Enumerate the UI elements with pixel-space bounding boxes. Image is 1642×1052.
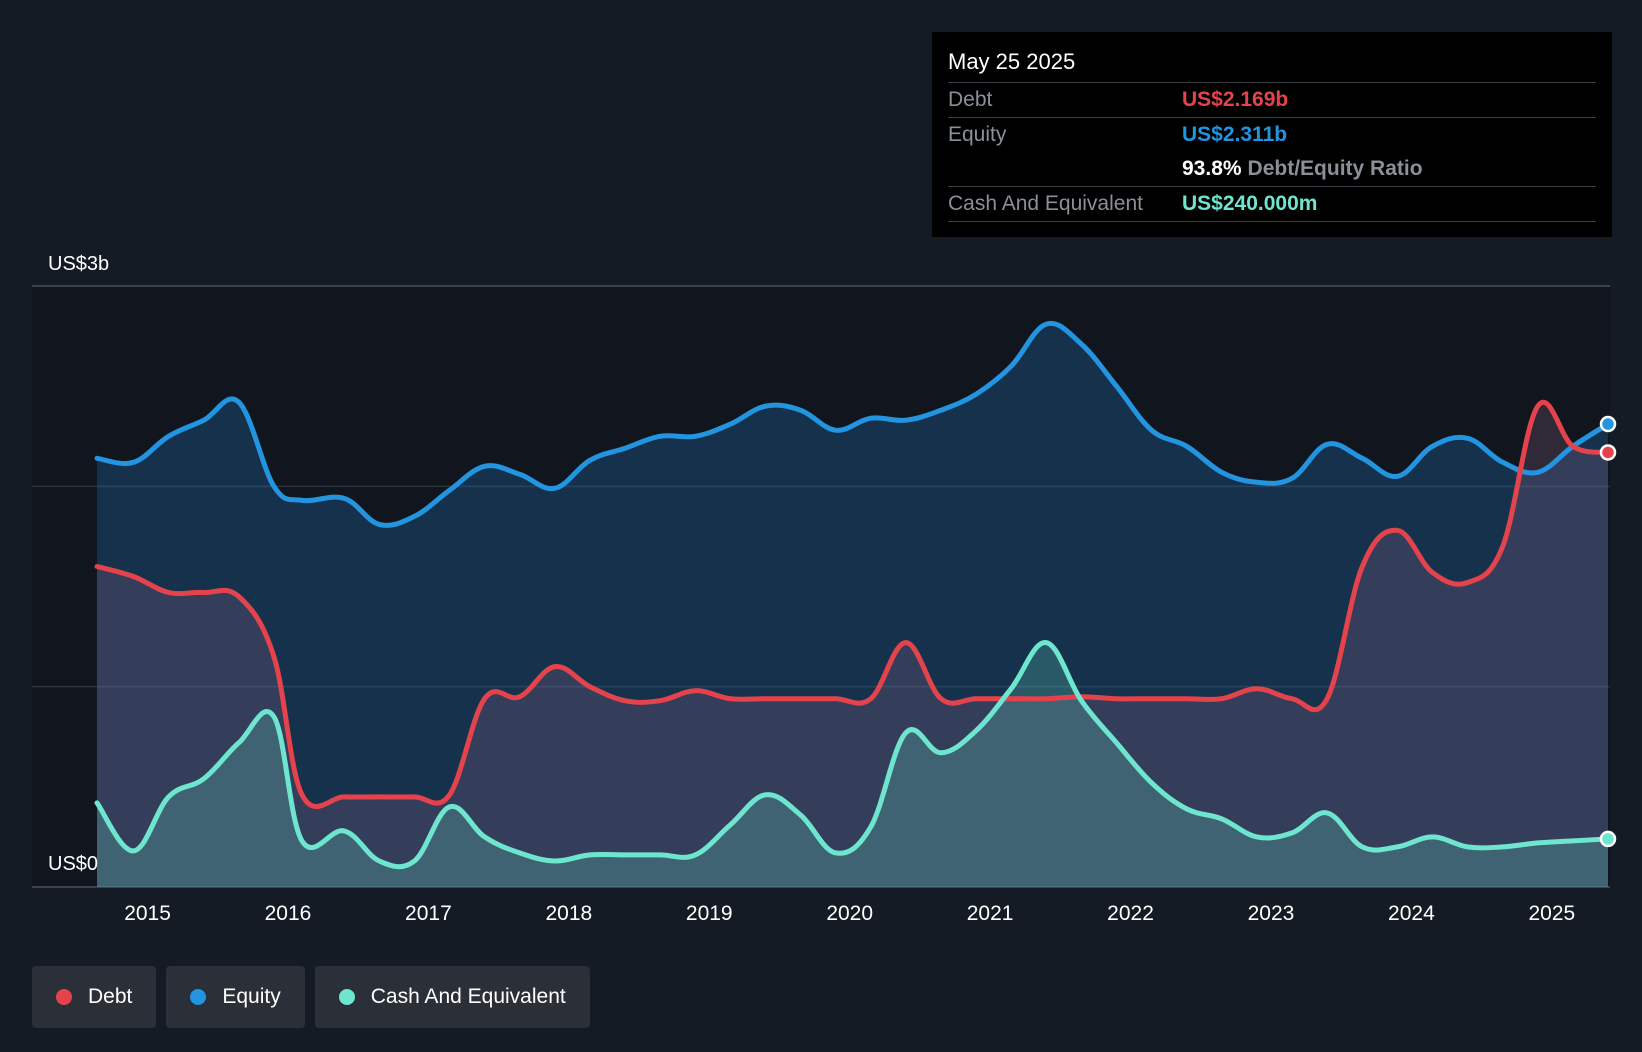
legend-item-equity[interactable]: Equity — [166, 966, 305, 1028]
legend-label-debt: Debt — [88, 985, 133, 1008]
x-tick-2022: 2022 — [1107, 902, 1154, 925]
legend-dot-debt — [56, 989, 72, 1005]
x-tick-2023: 2023 — [1248, 902, 1295, 925]
x-tick-2021: 2021 — [967, 902, 1014, 925]
legend: Debt Equity Cash And Equivalent — [32, 966, 590, 1028]
tooltip-ratio-spacer — [948, 152, 1182, 186]
tooltip-equity-label: Equity — [948, 123, 1007, 146]
tooltip-debt-value: US$2.169b — [1182, 88, 1289, 111]
x-tick-2024: 2024 — [1388, 902, 1435, 925]
tooltip-row-debt: Debt US$2.169b — [948, 83, 1596, 118]
tooltip-cash-value: US$240.000m — [1182, 192, 1318, 215]
tooltip-cash-label: Cash And Equivalent — [948, 192, 1143, 215]
y-label-min: US$0 — [48, 853, 98, 875]
tooltip-row-cash: Cash And Equivalent US$240.000m — [948, 187, 1596, 222]
area-debt — [97, 402, 1608, 887]
tooltip-panel: May 25 2025 Debt US$2.169b Equity US$2.3… — [932, 32, 1612, 237]
tooltip-row-ratio: 93.8% Debt/Equity Ratio — [948, 152, 1596, 187]
legend-label-equity: Equity — [222, 985, 281, 1008]
end-marker-cash — [1599, 830, 1617, 848]
x-tick-2017: 2017 — [405, 902, 452, 925]
legend-dot-equity — [190, 989, 207, 1005]
end-marker-equity — [1599, 415, 1617, 433]
tooltip-ratio-value: 93.8% — [1182, 157, 1242, 180]
legend-label-cash: Cash And Equivalent — [370, 985, 566, 1008]
tooltip-row-equity: Equity US$2.311b — [948, 118, 1596, 152]
legend-item-debt[interactable]: Debt — [32, 966, 157, 1028]
tooltip-date: May 25 2025 — [948, 46, 1596, 83]
x-tick-2016: 2016 — [265, 902, 312, 925]
tooltip-equity-value: US$2.311b — [1182, 123, 1288, 146]
line-cash — [94, 640, 1611, 870]
tooltip-debt-label: Debt — [948, 88, 993, 111]
x-tick-2020: 2020 — [826, 902, 873, 925]
x-tick-2019: 2019 — [686, 902, 733, 925]
end-marker-debt — [1599, 444, 1617, 461]
plot-background — [32, 286, 1610, 887]
legend-dot-cash — [338, 989, 355, 1005]
line-debt — [94, 400, 1611, 809]
x-tick-2015: 2015 — [124, 902, 171, 925]
y-label-max: US$3b — [48, 253, 109, 275]
x-tick-2018: 2018 — [545, 902, 592, 925]
tooltip-ratio-label: Debt/Equity Ratio — [1247, 157, 1423, 180]
legend-item-cash[interactable]: Cash And Equivalent — [314, 966, 590, 1028]
line-equity — [94, 320, 1611, 528]
x-tick-2025: 2025 — [1528, 902, 1575, 925]
area-equity — [97, 323, 1608, 887]
